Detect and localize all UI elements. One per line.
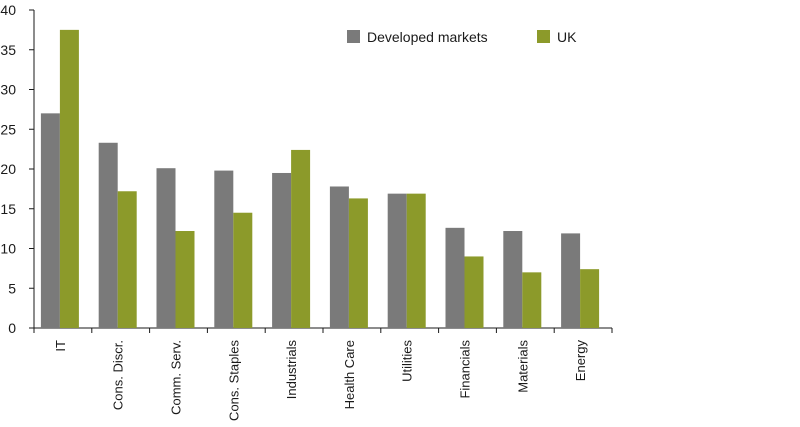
bar-uk [406, 193, 426, 328]
bar-uk [464, 256, 484, 328]
bars [40, 29, 600, 328]
y-tick-label: 25 [0, 121, 16, 137]
bar-developed-markets [329, 186, 349, 328]
bar-developed-markets [40, 113, 60, 328]
y-tick-label: 40 [0, 2, 16, 18]
legend-swatch [347, 30, 360, 43]
legend-swatch [537, 30, 550, 43]
bar-developed-markets [272, 172, 292, 328]
bar-developed-markets [445, 227, 465, 328]
category-label: Materials [515, 340, 530, 393]
y-tick-label: 5 [8, 280, 16, 296]
legend-label: Developed markets [367, 29, 488, 45]
category-label: Financials [458, 340, 473, 399]
bar-developed-markets [387, 193, 407, 328]
bar-uk [291, 149, 311, 328]
y-tick-label: 20 [0, 161, 16, 177]
bar-developed-markets [98, 142, 118, 328]
bar-developed-markets [156, 168, 176, 328]
category-label: Comm. Serv. [169, 340, 184, 415]
bar-developed-markets [561, 233, 581, 328]
category-label: Industrials [284, 340, 299, 400]
y-tick-label: 15 [0, 201, 16, 217]
category-label: Cons. Discr. [111, 340, 126, 410]
bar-developed-markets [503, 231, 523, 328]
bar-uk [117, 191, 137, 328]
category-label: Health Care [342, 340, 357, 409]
bar-uk [522, 272, 542, 328]
category-label: Utilities [400, 340, 415, 382]
bar-developed-markets [214, 170, 234, 328]
x-axis [33, 327, 613, 333]
bar-uk [580, 269, 600, 328]
y-tick-label: 10 [0, 241, 16, 257]
bar-uk [348, 198, 368, 328]
category-labels: IT Cons. Discr. Comm. Serv. Cons. Staples In… [53, 340, 588, 421]
y-tick-label: 0 [8, 320, 16, 336]
y-axis: 0 5 10 15 20 25 30 35 40 [0, 2, 35, 336]
legend: Developed markets UK [347, 29, 577, 45]
y-tick-label: 30 [0, 82, 16, 98]
bar-uk [233, 212, 253, 328]
category-label: IT [53, 340, 68, 352]
category-label: Energy [573, 340, 588, 382]
category-label: Cons. Staples [226, 340, 241, 421]
bar-uk [175, 231, 195, 328]
y-tick-label: 35 [0, 42, 16, 58]
legend-label: UK [557, 29, 577, 45]
bar-uk [59, 29, 79, 328]
